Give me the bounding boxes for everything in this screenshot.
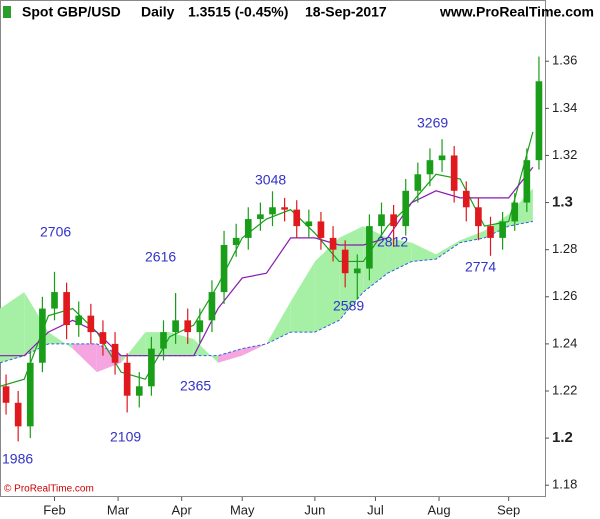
candle-body: [499, 221, 506, 238]
candle-body: [196, 320, 204, 333]
x-tick-label: Jul: [367, 502, 384, 517]
logo-icon: [3, 6, 11, 18]
y-tick-label: 1.3: [552, 194, 573, 211]
candle-body: [208, 292, 216, 321]
site: www.ProRealTime.com: [439, 4, 594, 20]
candle-body: [172, 320, 179, 333]
candle-body: [75, 315, 83, 326]
candle-body: [450, 155, 458, 191]
plot: [0, 56, 543, 442]
cloud-segment: [0, 292, 25, 363]
candle-body: [462, 190, 470, 208]
y-tick-label: 1.28: [552, 241, 577, 256]
cloud-segment: [436, 240, 461, 260]
candle-body: [535, 81, 543, 161]
period: Daily: [141, 4, 175, 20]
candle-body: [220, 244, 228, 293]
y-tick-label: 1.24: [552, 335, 577, 350]
candle-body: [184, 320, 192, 333]
x-tick-label: Jun: [304, 502, 325, 517]
price-annotation: 2706: [40, 224, 71, 240]
candle-body: [305, 221, 313, 227]
cloud-segment: [218, 348, 243, 363]
cloud-span-b: [0, 220, 533, 364]
candle-body: [87, 315, 95, 333]
candle-body: [341, 249, 349, 274]
cloud-segment: [290, 261, 315, 333]
candle-body: [123, 362, 131, 396]
price-annotation: 3048: [255, 172, 286, 188]
candle-body: [390, 214, 397, 227]
candle-body: [366, 226, 373, 269]
price-annotation: 2616: [145, 249, 176, 265]
price-annotation: 1986: [2, 451, 33, 467]
x-tick-label: Mar: [107, 502, 130, 517]
y-tick-label: 1.34: [552, 100, 577, 115]
y-tick-label: 1.26: [552, 288, 577, 303]
candle-body: [475, 207, 482, 227]
candle-body: [232, 237, 240, 245]
y-tick-label: 1.18: [552, 477, 577, 492]
candle-body: [353, 268, 361, 274]
candle-body: [244, 219, 252, 238]
price: 1.3515 (-0.45%): [188, 4, 288, 20]
x-tick-label: Feb: [43, 502, 65, 517]
candle-body: [14, 402, 22, 427]
candle-body: [438, 155, 446, 161]
candle-body: [281, 207, 288, 210]
candle-body: [329, 237, 337, 250]
cloud-segment: [411, 242, 436, 262]
candle-body: [523, 160, 531, 203]
x-tick-label: Aug: [427, 502, 450, 517]
candle-body: [63, 292, 70, 326]
candle-body: [269, 207, 276, 215]
candle-body: [135, 386, 143, 396]
price-annotation: 2774: [465, 259, 496, 275]
cloud-segment: [72, 343, 97, 373]
candle-body: [402, 190, 410, 227]
y-tick-label: 1.2: [552, 429, 573, 446]
candle-body: [414, 174, 422, 191]
candle-body: [99, 332, 107, 344]
candle-body: [511, 202, 519, 222]
price-annotation: 2812: [377, 234, 408, 250]
y-tick-label: 1.32: [552, 147, 577, 162]
candle-body: [26, 362, 34, 427]
candle-body: [487, 226, 494, 238]
plot-frame: [0, 0, 546, 497]
cloud-segment: [266, 301, 291, 344]
x-tick-label: May: [230, 502, 255, 517]
price-annotation: 2365: [180, 378, 211, 394]
price-annotation: 2589: [333, 298, 364, 314]
candle-body: [39, 308, 46, 363]
watermark: © ProRealTime.com: [4, 484, 94, 495]
x-tick-label: Apr: [172, 502, 193, 517]
candle-body: [160, 332, 167, 349]
candle-body: [378, 214, 385, 227]
price-annotation: 2109: [110, 429, 141, 445]
price-annotation: 3269: [417, 115, 448, 131]
candle-body: [426, 160, 434, 175]
cloud-segment: [48, 332, 73, 349]
candle-body: [148, 348, 155, 387]
cloud-segment: [242, 343, 267, 356]
candle-body: [293, 209, 301, 227]
candle-body: [257, 214, 264, 220]
candle-body: [317, 221, 325, 238]
y-tick-label: 1.22: [552, 382, 577, 397]
candle-body: [111, 343, 119, 363]
x-tick-label: Sep: [497, 502, 520, 517]
candle-body: [51, 292, 58, 309]
y-tick-label: 1.36: [552, 53, 577, 68]
date: 18-Sep-2017: [305, 4, 387, 20]
candle-body: [2, 386, 10, 403]
instrument: Spot GBP/USD: [22, 4, 121, 20]
